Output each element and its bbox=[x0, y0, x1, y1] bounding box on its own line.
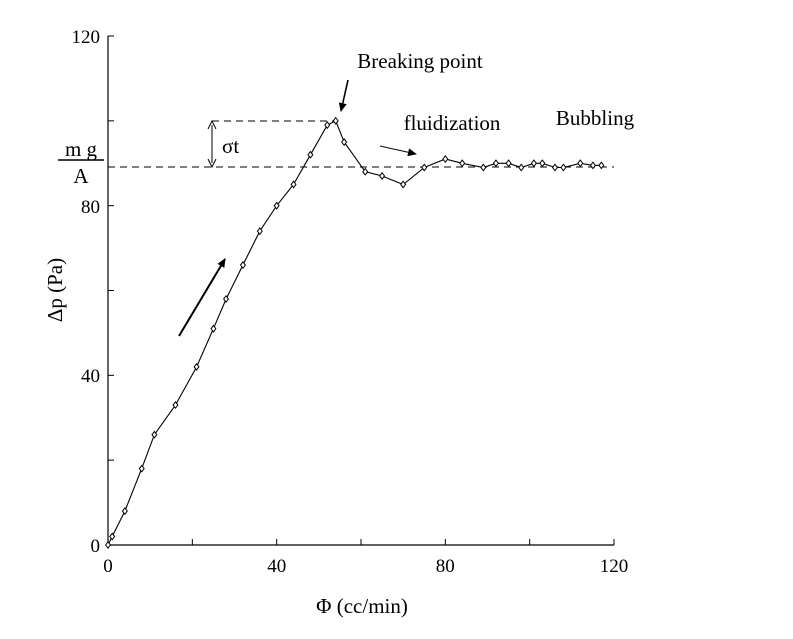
data-point bbox=[307, 150, 314, 159]
y-tick-label: 80 bbox=[81, 197, 100, 218]
bubbling-label: Bubbling bbox=[556, 106, 635, 130]
mg-numerator: m g bbox=[65, 137, 98, 161]
data-point bbox=[256, 227, 263, 236]
x-tick-label: 0 bbox=[103, 556, 113, 577]
y-axis-label: Δp (Pa) bbox=[43, 258, 67, 322]
data-point bbox=[210, 324, 217, 333]
sigma-arrow-head-top bbox=[207, 119, 217, 130]
data-point bbox=[598, 161, 605, 170]
data-point bbox=[172, 400, 179, 410]
breaking-point-arrow bbox=[338, 79, 349, 112]
data-point bbox=[341, 138, 348, 147]
series-line bbox=[107, 120, 602, 546]
data-point bbox=[492, 159, 499, 168]
axis-ticks bbox=[107, 35, 615, 546]
data-point bbox=[560, 163, 567, 172]
data-point bbox=[480, 163, 487, 172]
data-point bbox=[151, 430, 158, 439]
fluidization-label: fluidization bbox=[404, 111, 501, 135]
data-point bbox=[290, 180, 297, 189]
data-point bbox=[239, 261, 246, 270]
data-point bbox=[273, 201, 280, 210]
data-point bbox=[332, 116, 339, 125]
data-point bbox=[223, 294, 230, 304]
mg-denominator: A bbox=[73, 164, 89, 188]
data-point bbox=[379, 171, 386, 181]
data-point bbox=[121, 507, 128, 516]
breaking-point-label: Breaking point bbox=[357, 49, 483, 73]
x-tick-label: 40 bbox=[267, 556, 286, 577]
data-point bbox=[459, 159, 466, 168]
data-point bbox=[442, 154, 449, 164]
y-tick-label: 40 bbox=[81, 366, 100, 387]
data-point bbox=[577, 159, 584, 168]
data-point bbox=[518, 163, 525, 172]
x-axis-label: Φ (cc/min) bbox=[316, 594, 408, 618]
data-markers bbox=[104, 116, 605, 550]
y-tick-label: 0 bbox=[91, 536, 101, 557]
data-point bbox=[109, 532, 116, 541]
data-point bbox=[589, 161, 596, 170]
fluidization-arrow bbox=[379, 145, 417, 157]
data-point bbox=[551, 163, 558, 172]
data-point bbox=[104, 540, 112, 550]
data-point bbox=[421, 163, 428, 172]
x-tick-label: 80 bbox=[436, 556, 455, 577]
data-point bbox=[505, 159, 512, 168]
data-point bbox=[193, 362, 200, 371]
data-point bbox=[530, 159, 537, 168]
data-point bbox=[539, 159, 546, 168]
data-point bbox=[324, 121, 331, 130]
data-point bbox=[400, 180, 407, 189]
data-point bbox=[138, 464, 145, 473]
trend-arrow bbox=[178, 258, 226, 337]
data-point bbox=[362, 167, 369, 176]
y-tick-label: 120 bbox=[72, 27, 101, 48]
x-tick-label: 120 bbox=[600, 556, 629, 577]
sigma-arrow-head-bottom bbox=[207, 158, 217, 169]
sigma-t-label: σt bbox=[222, 134, 239, 158]
